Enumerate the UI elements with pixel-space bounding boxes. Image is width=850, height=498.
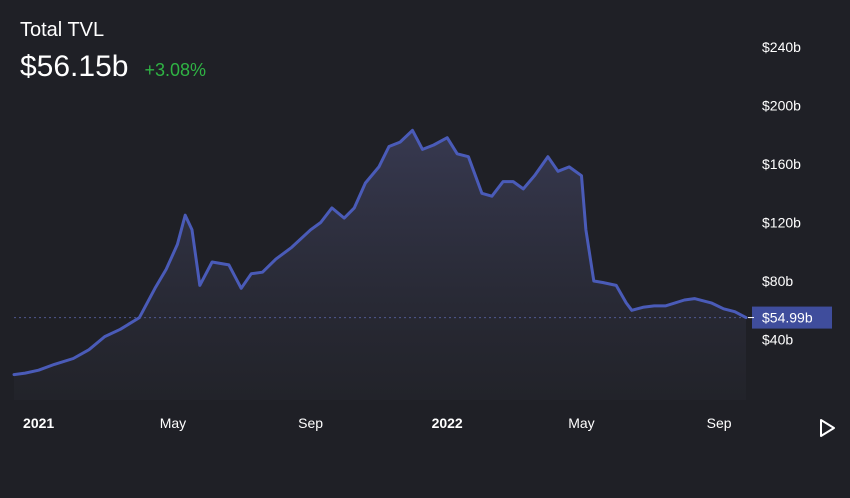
value-row: $56.15b +3.08% (20, 50, 206, 84)
tvl-data-point-16 (228, 264, 230, 266)
tvl-data-point-6 (104, 335, 106, 337)
y-tick-label: $200b (762, 98, 801, 114)
chart-title: Total TVL (20, 19, 105, 41)
tvl-data-point-49 (602, 281, 604, 283)
tvl-data-point-48 (593, 280, 595, 282)
tvl-data-point-32 (421, 148, 423, 150)
tvl-data-point-12 (184, 214, 186, 216)
tvl-data-point-47 (585, 229, 587, 231)
tvl-data-point-0 (13, 373, 15, 375)
tvl-data-point-45 (568, 166, 570, 168)
tvl-data-point-38 (491, 195, 493, 197)
tvl-data-point-44 (557, 170, 559, 172)
tvl-data-point-14 (199, 284, 201, 286)
tvl-data-point-9 (154, 287, 156, 289)
y-tick-label: $40b (762, 332, 793, 348)
tvl-data-point-31 (411, 129, 413, 131)
x-tick-label: May (568, 415, 594, 431)
play-icon[interactable] (812, 414, 840, 442)
tvl-data-point-56 (683, 299, 685, 301)
tvl-data-point-30 (399, 141, 401, 143)
tvl-series-line[interactable] (12, 128, 748, 377)
tvl-data-point-54 (653, 305, 655, 307)
x-tick-label: Sep (298, 415, 323, 431)
tvl-data-point-58 (710, 302, 712, 304)
x-tick-label: May (160, 415, 186, 431)
tvl-data-point-10 (165, 268, 167, 270)
tvl-data-point-19 (261, 271, 263, 273)
chart-header: Total TVL $56.15b +3.08% (20, 18, 206, 84)
tvl-data-point-41 (522, 188, 524, 190)
tvl-data-point-21 (290, 246, 292, 248)
tvl-data-point-24 (331, 207, 333, 209)
tvl-data-point-1 (24, 372, 26, 374)
tvl-data-point-55 (664, 305, 666, 307)
tvl-data-point-46 (580, 175, 582, 177)
tvl-data-point-25 (343, 217, 345, 219)
tvl-data-point-39 (502, 180, 504, 182)
y-tick-label: $160b (762, 156, 801, 172)
tvl-data-point-57 (693, 297, 695, 299)
y-tick-label: $240b (762, 39, 801, 55)
x-tick-label: Sep (707, 415, 732, 431)
x-tick-label: 2021 (23, 415, 54, 431)
tvl-area-fill (14, 130, 746, 400)
tvl-data-point-28 (378, 166, 380, 168)
tvl-data-point-43 (547, 156, 549, 158)
y-tick-label: $120b (762, 215, 801, 231)
tvl-data-point-37 (481, 192, 483, 194)
tvl-data-point-18 (250, 273, 252, 275)
tvl-data-point-2 (37, 369, 39, 371)
tvl-data-point-33 (433, 144, 435, 146)
tvl-data-point-4 (72, 357, 74, 359)
tvl-data-point-7 (119, 328, 121, 330)
tvl-data-point-60 (734, 311, 736, 313)
tvl-data-point-13 (191, 229, 193, 231)
tvl-data-point-35 (456, 153, 458, 155)
tvl-data-point-36 (467, 156, 469, 158)
tvl-data-point-42 (533, 175, 535, 177)
tvl-data-point-51 (625, 302, 627, 304)
tvl-data-point-3 (53, 363, 55, 365)
tvl-data-point-26 (353, 207, 355, 209)
tvl-data-point-11 (176, 243, 178, 245)
y-tick-label: $80b (762, 273, 793, 289)
tvl-data-point-8 (138, 316, 140, 318)
tvl-data-point-50 (615, 284, 617, 286)
tvl-data-point-52 (631, 309, 633, 311)
tvl-data-point-59 (722, 308, 724, 310)
tvl-data-point-53 (642, 306, 644, 308)
tvl-data-point-15 (211, 261, 213, 263)
last-value-badge (752, 306, 832, 329)
last-value-label: $54.99b (762, 310, 813, 326)
total-tvl-value: $56.15b (20, 50, 129, 83)
tvl-data-point-23 (320, 221, 322, 223)
tvl-data-point-5 (88, 349, 90, 351)
tvl-data-point-22 (309, 229, 311, 231)
tvl-data-point-29 (388, 145, 390, 147)
tvl-data-point-17 (240, 287, 242, 289)
tvl-data-point-34 (446, 137, 448, 139)
tvl-data-point-40 (512, 180, 514, 182)
tvl-change-percent: +3.08% (144, 60, 207, 80)
tvl-data-point-27 (364, 182, 366, 184)
tvl-data-point-20 (275, 258, 277, 260)
x-tick-label: 2022 (432, 415, 463, 431)
tvl-data-point-61 (745, 316, 747, 318)
